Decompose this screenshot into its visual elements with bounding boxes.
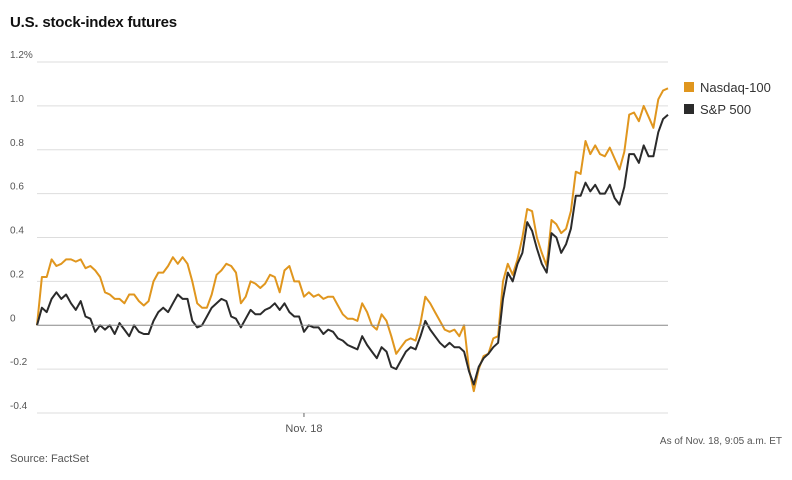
source-note: Source: FactSet — [10, 453, 89, 465]
grid-lines — [37, 61, 668, 414]
x-tick-label: Nov. 18 — [285, 423, 322, 435]
series-line-sp500 — [36, 113, 669, 386]
legend-label-nasdaq: Nasdaq-100 — [700, 79, 771, 95]
legend-swatch-sp500 — [684, 104, 694, 114]
y-tick-label: 1.0 — [10, 94, 24, 105]
series-lines — [36, 87, 669, 393]
y-tick-label: 1.2% — [10, 50, 33, 61]
legend-label-sp500: S&P 500 — [700, 101, 752, 117]
series-line-nasdaq — [36, 87, 669, 393]
y-tick-label: 0.8 — [10, 138, 24, 149]
y-tick-label: 0 — [10, 313, 16, 324]
y-tick-labels: -0.4 -0.2 0 0.2 0.4 0.6 0.8 1.0 1.2% — [10, 50, 33, 412]
y-tick-label: 0.2 — [10, 269, 24, 280]
y-tick-label: 0.6 — [10, 182, 24, 193]
legend-swatch-nasdaq — [684, 82, 694, 92]
y-tick-label: -0.2 — [10, 357, 28, 368]
legend-item-sp500: S&P 500 — [684, 98, 771, 120]
chart-title: U.S. stock-index futures — [10, 14, 177, 31]
timestamp-note: As of Nov. 18, 9:05 a.m. ET — [659, 436, 782, 447]
y-tick-label: -0.4 — [10, 401, 28, 412]
x-tick-labels: Nov. 18 — [285, 413, 323, 435]
y-tick-label: 0.4 — [10, 226, 24, 237]
legend: Nasdaq-100 S&P 500 — [684, 76, 771, 120]
legend-item-nasdaq: Nasdaq-100 — [684, 76, 771, 98]
